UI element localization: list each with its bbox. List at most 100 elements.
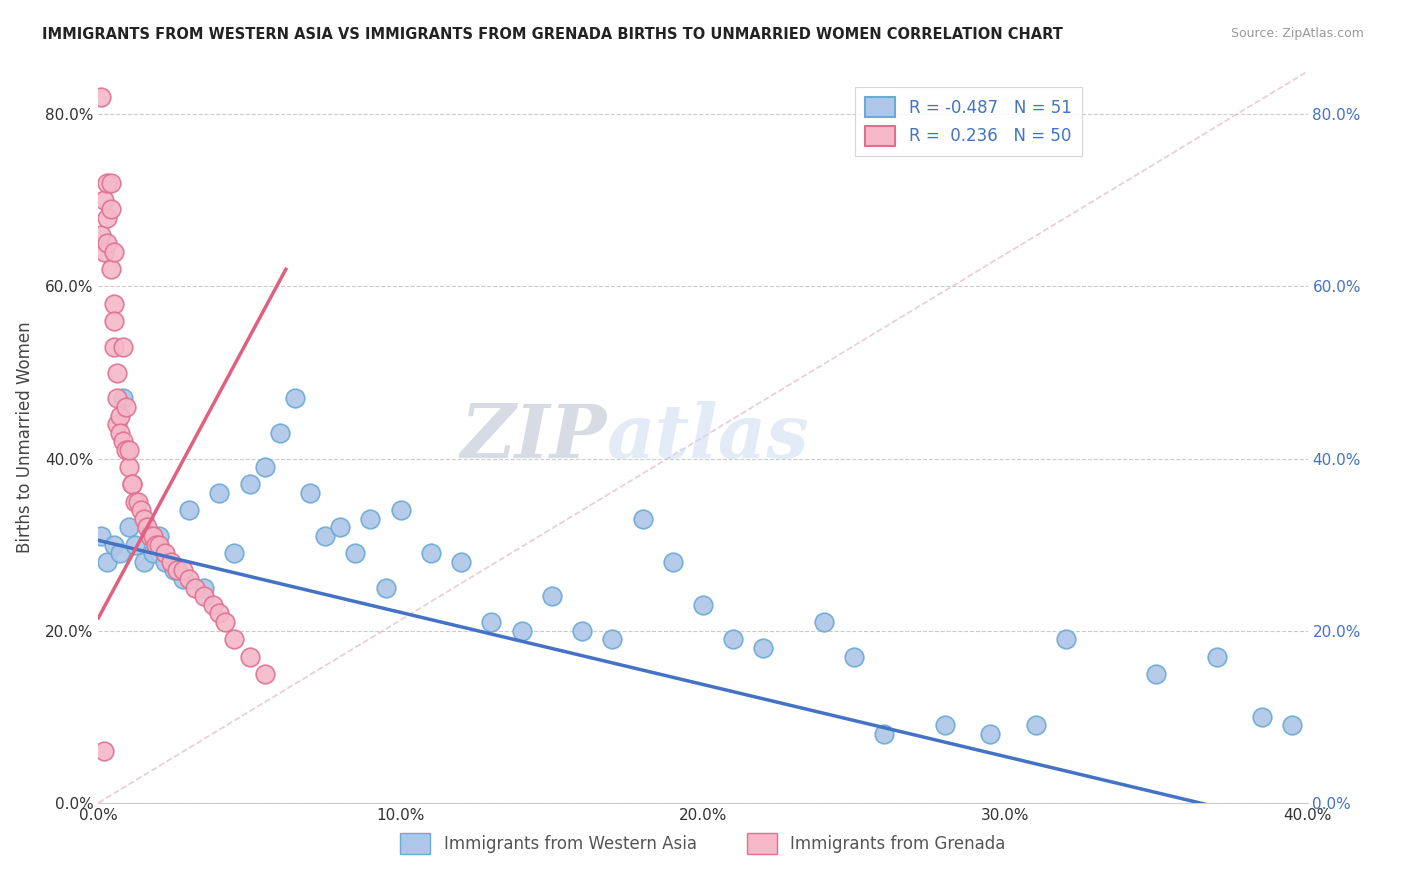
Point xyxy=(103,538,125,552)
Point xyxy=(96,555,118,569)
Point xyxy=(1251,710,1274,724)
Point xyxy=(374,581,396,595)
Point xyxy=(111,434,134,449)
Point xyxy=(160,555,183,569)
Point xyxy=(360,512,382,526)
Point xyxy=(139,529,162,543)
Point xyxy=(510,624,533,638)
Point xyxy=(100,262,122,277)
Point xyxy=(121,477,143,491)
Point xyxy=(1206,649,1229,664)
Point xyxy=(284,392,307,406)
Point xyxy=(96,211,118,225)
Point xyxy=(103,314,125,328)
Point xyxy=(224,632,246,647)
Point xyxy=(142,529,165,543)
Point xyxy=(96,236,118,251)
Point xyxy=(105,366,128,380)
Point xyxy=(253,460,276,475)
Point xyxy=(224,546,246,560)
Point xyxy=(103,340,125,354)
Text: IMMIGRANTS FROM WESTERN ASIA VS IMMIGRANTS FROM GRENADA BIRTHS TO UNMARRIED WOME: IMMIGRANTS FROM WESTERN ASIA VS IMMIGRAN… xyxy=(42,27,1063,42)
Point xyxy=(269,425,291,440)
Point xyxy=(979,727,1001,741)
Point xyxy=(166,564,188,578)
Point xyxy=(124,494,146,508)
Point xyxy=(208,607,231,621)
Point xyxy=(163,564,186,578)
Point xyxy=(96,176,118,190)
Text: ZIP: ZIP xyxy=(460,401,606,474)
Point xyxy=(172,564,194,578)
Point xyxy=(450,555,472,569)
Point xyxy=(105,417,128,432)
Point xyxy=(132,512,155,526)
Point xyxy=(90,90,112,104)
Point xyxy=(114,400,136,414)
Point xyxy=(420,546,443,560)
Point xyxy=(118,442,141,457)
Point xyxy=(129,503,152,517)
Point xyxy=(934,718,956,732)
Point xyxy=(114,442,136,457)
Point xyxy=(118,460,141,475)
Point xyxy=(299,486,322,500)
Point xyxy=(1054,632,1077,647)
Point xyxy=(631,512,654,526)
Point xyxy=(329,520,352,534)
Point xyxy=(127,494,149,508)
Point xyxy=(93,245,115,260)
Point xyxy=(172,572,194,586)
Point xyxy=(103,296,125,310)
Point xyxy=(193,589,215,603)
Point xyxy=(692,598,714,612)
Point xyxy=(90,529,112,543)
Point xyxy=(1281,718,1303,732)
Point xyxy=(148,529,170,543)
Point xyxy=(193,581,215,595)
Point xyxy=(239,649,262,664)
Point xyxy=(118,520,141,534)
Point xyxy=(148,538,170,552)
Point xyxy=(1144,666,1167,681)
Point xyxy=(481,615,503,629)
Point xyxy=(389,503,412,517)
Point xyxy=(214,615,236,629)
Point xyxy=(661,555,683,569)
Point xyxy=(111,340,134,354)
Point xyxy=(540,589,562,603)
Point xyxy=(111,392,134,406)
Point xyxy=(121,477,143,491)
Point xyxy=(602,632,624,647)
Point xyxy=(208,486,231,500)
Point xyxy=(108,546,131,560)
Point xyxy=(100,202,122,216)
Point xyxy=(239,477,262,491)
Point xyxy=(142,546,165,560)
Point xyxy=(844,649,866,664)
Point xyxy=(105,392,128,406)
Point xyxy=(153,546,176,560)
Point xyxy=(202,598,225,612)
Point xyxy=(179,503,201,517)
Point xyxy=(314,529,336,543)
Point xyxy=(145,538,167,552)
Point xyxy=(153,555,176,569)
Point xyxy=(90,227,112,242)
Point xyxy=(124,538,146,552)
Text: Source: ZipAtlas.com: Source: ZipAtlas.com xyxy=(1230,27,1364,40)
Point xyxy=(752,640,775,655)
Point xyxy=(93,744,115,758)
Y-axis label: Births to Unmarried Women: Births to Unmarried Women xyxy=(15,321,34,553)
Point xyxy=(132,555,155,569)
Point xyxy=(571,624,593,638)
Point xyxy=(108,409,131,423)
Point xyxy=(1024,718,1046,732)
Text: atlas: atlas xyxy=(606,401,808,474)
Point xyxy=(873,727,896,741)
Point xyxy=(253,666,276,681)
Point xyxy=(100,176,122,190)
Point xyxy=(184,581,207,595)
Point xyxy=(344,546,367,560)
Legend: Immigrants from Western Asia, Immigrants from Grenada: Immigrants from Western Asia, Immigrants… xyxy=(394,827,1012,860)
